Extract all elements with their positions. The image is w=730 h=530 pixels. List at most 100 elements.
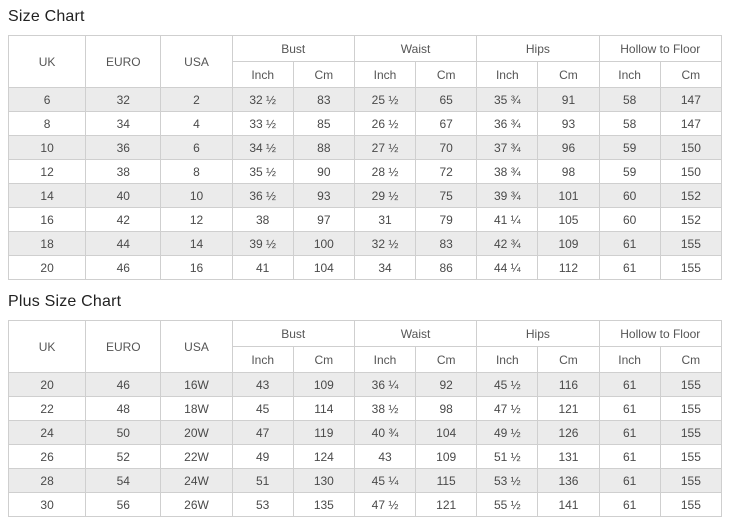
table-cell: 150	[659, 135, 723, 160]
table-cell: 45 ¼	[353, 468, 417, 493]
table-cell: 79	[415, 207, 478, 232]
table-cell: 42	[85, 207, 162, 232]
table-cell: 28 ½	[353, 159, 417, 184]
table-cell: 155	[659, 468, 723, 493]
table-cell: 46	[85, 372, 162, 397]
plus-size-chart-table: UK EURO USA Bust Waist Hips Hollow to Fl…	[7, 320, 723, 517]
table-cell: 26W	[160, 492, 233, 517]
table-cell: 85	[292, 111, 355, 136]
subheader-hollow-cm: Cm	[659, 61, 723, 88]
table-cell: 48	[85, 396, 162, 421]
table-cell: 147	[659, 87, 723, 112]
table-cell: 8	[7, 111, 87, 136]
table-cell: 30	[7, 492, 87, 517]
table-cell: 104	[292, 255, 355, 280]
table-cell: 60	[598, 207, 661, 232]
table-cell: 28	[7, 468, 87, 493]
column-group-hollow-to-floor: Hollow to Floor	[598, 320, 723, 347]
size-chart-body: 6 32 2 32 ½ 83 25 ½ 65 35 ¾ 91 58 147 8 34 4 33 ½ 85 26 …	[7, 87, 723, 280]
subheader-hips-cm: Cm	[537, 61, 600, 88]
table-cell: 152	[659, 207, 723, 232]
column-header-uk: UK	[7, 320, 87, 373]
table-cell: 47 ½	[476, 396, 539, 421]
table-cell: 155	[659, 396, 723, 421]
table-cell: 12	[160, 207, 233, 232]
table-cell: 6	[160, 135, 233, 160]
table-cell: 39 ¾	[476, 183, 539, 208]
table-cell: 59	[598, 159, 661, 184]
table-cell: 14	[7, 183, 87, 208]
table-cell: 112	[537, 255, 600, 280]
table-cell: 147	[659, 111, 723, 136]
table-cell: 37 ¾	[476, 135, 539, 160]
table-row: 18 44 14 39 ½ 100 32 ½ 83 42 ¾ 109 61 155	[7, 231, 723, 256]
column-header-usa: USA	[160, 35, 233, 88]
subheader-bust-inch: Inch	[231, 346, 294, 373]
table-cell: 90	[292, 159, 355, 184]
table-cell: 51	[231, 468, 294, 493]
table-cell: 36 ¾	[476, 111, 539, 136]
table-cell: 20W	[160, 420, 233, 445]
table-cell: 61	[598, 255, 661, 280]
table-cell: 65	[415, 87, 478, 112]
table-cell: 152	[659, 183, 723, 208]
column-header-uk: UK	[7, 35, 87, 88]
table-cell: 47 ½	[353, 492, 417, 517]
table-cell: 38	[231, 207, 294, 232]
table-cell: 155	[659, 231, 723, 256]
table-cell: 43	[353, 444, 417, 469]
column-group-bust: Bust	[231, 35, 355, 62]
table-cell: 155	[659, 255, 723, 280]
table-cell: 114	[292, 396, 355, 421]
table-cell: 25 ½	[353, 87, 417, 112]
subheader-hips-cm: Cm	[537, 346, 600, 373]
table-cell: 51 ½	[476, 444, 539, 469]
table-cell: 20	[7, 255, 87, 280]
table-cell: 61	[598, 396, 661, 421]
table-cell: 2	[160, 87, 233, 112]
table-cell: 93	[537, 111, 600, 136]
table-row: 6 32 2 32 ½ 83 25 ½ 65 35 ¾ 91 58 147	[7, 87, 723, 112]
header-unit-row: Inch Cm Inch Cm Inch Cm Inch Cm	[9, 346, 723, 373]
table-cell: 6	[7, 87, 87, 112]
table-cell: 52	[85, 444, 162, 469]
column-header-euro: EURO	[85, 320, 162, 373]
table-cell: 35 ¾	[476, 87, 539, 112]
table-cell: 16	[7, 207, 87, 232]
subheader-bust-cm: Cm	[292, 61, 355, 88]
table-cell: 121	[415, 492, 478, 517]
column-group-waist: Waist	[353, 320, 478, 347]
table-cell: 41	[231, 255, 294, 280]
table-row: 28 54 24W 51 130 45 ¼ 115 53 ½ 136 61 155	[7, 468, 723, 493]
table-cell: 121	[537, 396, 600, 421]
table-cell: 35 ½	[231, 159, 294, 184]
table-cell: 86	[415, 255, 478, 280]
plus-size-chart-body: 20 46 16W 43 109 36 ¼ 92 45 ½ 116 61 155 22 48 18W 45 1…	[7, 372, 723, 517]
table-cell: 27 ½	[353, 135, 417, 160]
table-cell: 124	[292, 444, 355, 469]
table-cell: 39 ½	[231, 231, 294, 256]
table-row: 10 36 6 34 ½ 88 27 ½ 70 37 ¾ 96 59 150	[7, 135, 723, 160]
table-cell: 105	[537, 207, 600, 232]
subheader-waist-cm: Cm	[415, 346, 478, 373]
table-cell: 150	[659, 159, 723, 184]
table-cell: 14	[160, 231, 233, 256]
table-row: 16 42 12 38 97 31 79 41 ¼ 105 60 152	[7, 207, 723, 232]
table-cell: 98	[537, 159, 600, 184]
table-cell: 61	[598, 372, 661, 397]
table-cell: 141	[537, 492, 600, 517]
table-cell: 38 ½	[353, 396, 417, 421]
subheader-hollow-inch: Inch	[598, 346, 661, 373]
table-row: 14 40 10 36 ½ 93 29 ½ 75 39 ¾ 101 60 152	[7, 183, 723, 208]
table-cell: 61	[598, 231, 661, 256]
column-group-hips: Hips	[476, 35, 600, 62]
table-cell: 53 ½	[476, 468, 539, 493]
table-cell: 56	[85, 492, 162, 517]
table-cell: 116	[537, 372, 600, 397]
header-unit-row: Inch Cm Inch Cm Inch Cm Inch Cm	[9, 61, 723, 88]
table-cell: 109	[415, 444, 478, 469]
column-group-hips: Hips	[476, 320, 600, 347]
table-cell: 70	[415, 135, 478, 160]
table-cell: 31	[353, 207, 417, 232]
